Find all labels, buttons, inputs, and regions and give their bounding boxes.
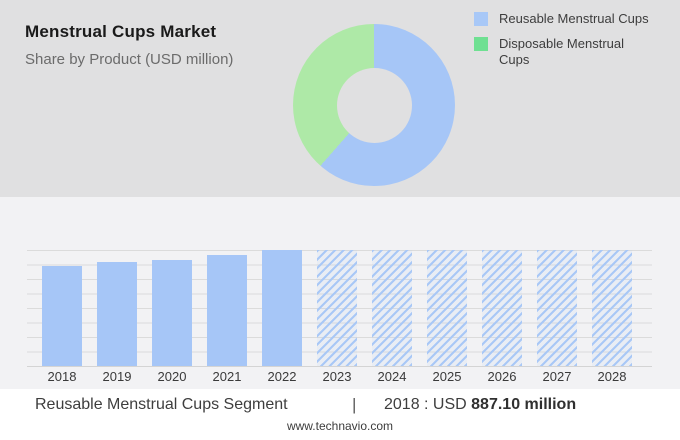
legend-item: Disposable Menstrual Cups [474,36,649,68]
x-axis-label: 2022 [267,369,297,384]
x-axis-label: 2025 [432,369,462,384]
bar-2026-forecast [482,250,522,366]
header-section: Menstrual Cups Market Share by Product (… [0,0,680,197]
header: Menstrual Cups Market Share by Product (… [25,22,233,68]
x-axis-label: 2018 [47,369,77,384]
bar-2028-forecast [592,250,632,366]
bar-2018 [42,266,82,366]
footer-url: www.technavio.com [286,419,394,433]
x-axis-label: 2027 [542,369,572,384]
caption-row: Reusable Menstrual Cups Segment | 2018 :… [0,395,680,416]
legend-label: Reusable Menstrual Cups [499,11,649,26]
bar-chart-plot-area [27,250,652,367]
donut-chart [293,24,455,186]
bar-2025-forecast [427,250,467,366]
legend-swatch [474,12,488,26]
x-axis-label: 2021 [212,369,242,384]
bar-2027-forecast [537,250,577,366]
caption-divider: | [352,395,357,414]
bar-2024-forecast [372,250,412,366]
bar-series [27,250,652,366]
x-axis-labels: 2018 2019 2020 2021 2022 2023 2024 2025 2026 2027… [0,369,680,387]
legend-swatch [474,37,488,51]
caption-section: Reusable Menstrual Cups Segment | 2018 :… [0,389,680,440]
page-title: Menstrual Cups Market [25,22,217,41]
page-subtitle: Share by Product (USD million) [25,51,234,68]
x-axis-label: 2023 [322,369,352,384]
x-axis-label: 2024 [377,369,407,384]
x-axis-label: 2026 [487,369,517,384]
segment-label: Reusable Menstrual Cups Segment [35,396,288,413]
caption-value: 2018 : USD 887.10 million [384,396,576,414]
bar-2022 [262,250,302,366]
legend-label: Disposable Menstrual Cups [499,36,625,67]
bar-2020 [152,260,192,366]
x-axis-label: 2028 [597,369,627,384]
caption-value-prefix: 2018 : USD [384,396,472,413]
donut-legend: Reusable Menstrual Cups Disposable Menstr… [474,11,649,68]
caption-value-bold: 887.10 million [471,396,577,413]
x-axis-label: 2020 [157,369,187,384]
legend-item: Reusable Menstrual Cups [474,11,649,27]
bar-chart-section: 2018 2019 2020 2021 2022 2023 2024 2025 2026 2027… [0,197,680,389]
x-axis-label: 2019 [102,369,132,384]
bar-2023-forecast [317,250,357,366]
bar-2021 [207,255,247,366]
bar-2019 [97,262,137,366]
